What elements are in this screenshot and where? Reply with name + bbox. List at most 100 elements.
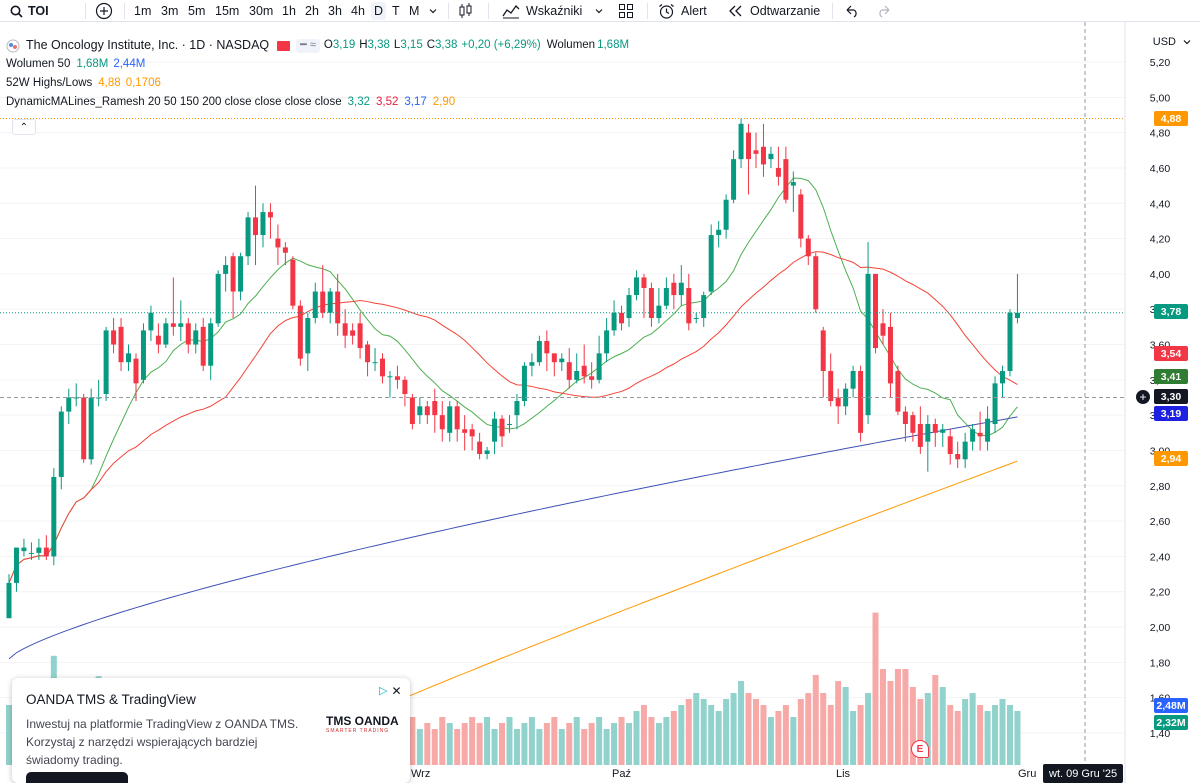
timeframe-3m[interactable]: 3m [161, 4, 179, 18]
adchoices-icon[interactable]: ▷ [379, 685, 388, 697]
ohlc-l-label: L [393, 39, 401, 51]
volume-bar [685, 699, 692, 765]
replay-button[interactable]: Odtwarzanie [728, 0, 820, 22]
close-icon[interactable]: ✕ [391, 684, 402, 698]
candle-body [962, 441, 968, 460]
redo-button[interactable] [876, 0, 892, 22]
price-tick-label: 2,80 [1150, 481, 1171, 493]
candle-body [671, 282, 677, 296]
timeframe-30m[interactable]: 30m [249, 4, 274, 18]
price-tick-label: 2,00 [1150, 622, 1171, 634]
candle-body [790, 182, 796, 186]
timeframe-2h[interactable]: 2h [305, 4, 319, 18]
volume-bar [924, 693, 931, 765]
volume-bar [939, 687, 946, 765]
candle-body [320, 291, 326, 313]
symbol-search[interactable]: TOI [10, 0, 49, 22]
price-tag-volume: 2,32M [1154, 715, 1188, 730]
ad-popup[interactable]: ▷ ✕ OANDA TMS & TradingView Inwestuj na … [12, 678, 410, 783]
toolbar-divider [488, 3, 489, 19]
volume-bar [506, 717, 513, 765]
currency-selector[interactable]: USD [1153, 36, 1192, 48]
candle-body [327, 291, 333, 313]
price-tag-volume-ma: 2,48M [1154, 698, 1188, 713]
volume-bar [603, 729, 610, 765]
timeframe-t[interactable]: T [392, 4, 400, 18]
timeframe-3h[interactable]: 3h [328, 4, 342, 18]
candle-body [126, 353, 132, 363]
candle-body [193, 330, 199, 345]
toolbar-divider [832, 3, 833, 19]
legend-volume-indicator[interactable]: Wolumen 50 1,68M 2,44M [6, 55, 629, 74]
candle-body [238, 256, 244, 292]
legend-52w-indicator[interactable]: 52W Highs/Lows 4,88 0,1706 [6, 74, 629, 93]
volume-bar [902, 669, 909, 765]
volume-bar [558, 729, 565, 765]
undo-icon [844, 4, 860, 18]
candle-body [372, 362, 378, 364]
timeframe-1m[interactable]: 1m [134, 4, 152, 18]
volume-bar [850, 711, 857, 765]
timeframe-5m[interactable]: 5m [188, 4, 206, 18]
volume-bar [491, 729, 498, 765]
volume-bar [670, 711, 677, 765]
price-tick-label: 5,20 [1150, 57, 1171, 69]
candle-body [574, 371, 580, 380]
search-icon [10, 5, 23, 18]
volume-bar [820, 693, 827, 765]
ad-cta-button[interactable] [26, 772, 128, 783]
price-tick-label: 4,40 [1150, 198, 1171, 210]
volume-bar [715, 711, 722, 765]
xaxis-month-wrz: Wrz [411, 768, 431, 780]
undo-button[interactable] [844, 0, 860, 22]
alert-button[interactable]: Alert [658, 0, 707, 22]
candle-body [170, 323, 176, 327]
candle-body [469, 429, 475, 437]
candle-body [917, 423, 923, 447]
candle-body [357, 323, 363, 349]
volume-bar [588, 723, 595, 765]
ohlc-l: 3,15 [400, 39, 423, 51]
candle-body [36, 547, 42, 553]
ohlc-h-label: H [359, 39, 368, 51]
earnings-marker-icon[interactable]: E [911, 740, 929, 758]
candle-body [140, 330, 146, 380]
collapse-legend-button[interactable]: ⌃ [12, 119, 36, 135]
chart-type-button[interactable] [458, 0, 474, 22]
indicators-button[interactable]: Wskaźniki [502, 0, 604, 22]
symbol-title[interactable]: The Oncology Institute, Inc. · 1D · NASD… [26, 38, 270, 52]
compare-button[interactable] [95, 0, 113, 22]
volume-bar [566, 723, 573, 765]
legend-toggle-button[interactable]: ━ ≈ [296, 38, 320, 53]
candle-body [820, 330, 826, 372]
timeframe-d[interactable]: D [371, 2, 387, 20]
legend-ma-indicator[interactable]: DynamicMALines_Ramesh 20 50 150 200 clos… [6, 93, 629, 112]
volume-value: 1,68M [597, 39, 630, 51]
candle-body [484, 450, 490, 455]
timeframe-dropdown[interactable] [428, 0, 438, 22]
price-tick-label: 1,40 [1150, 728, 1171, 740]
ad-logo[interactable]: TMS OANDA SMARTER TRADING [326, 714, 399, 734]
layouts-button[interactable] [618, 0, 634, 22]
timeframe-4h[interactable]: 4h [351, 4, 365, 18]
price-tag-ma50: 3,54 [1154, 346, 1188, 361]
ohlc-c: 3,38 [435, 39, 458, 51]
volume-bar [812, 675, 819, 765]
volume-bar [640, 705, 647, 765]
candle-body [253, 217, 259, 236]
price-tick-label: 4,80 [1150, 128, 1171, 140]
toolbar-divider [448, 3, 449, 19]
timeframe-m[interactable]: M [409, 4, 420, 18]
ma20-line [8, 177, 1018, 584]
volume-bar [1014, 711, 1021, 765]
rewind-icon [728, 4, 744, 18]
candle-body [566, 362, 572, 380]
timeframe-1h[interactable]: 1h [282, 4, 296, 18]
ad-title[interactable]: OANDA TMS & TradingView [26, 692, 196, 707]
timeframe-15m[interactable]: 15m [215, 4, 240, 18]
add-alert-plus-icon[interactable]: + [1136, 390, 1150, 404]
candle-body [536, 340, 542, 363]
volume-bar [439, 717, 446, 765]
flag-icon[interactable] [277, 40, 291, 51]
